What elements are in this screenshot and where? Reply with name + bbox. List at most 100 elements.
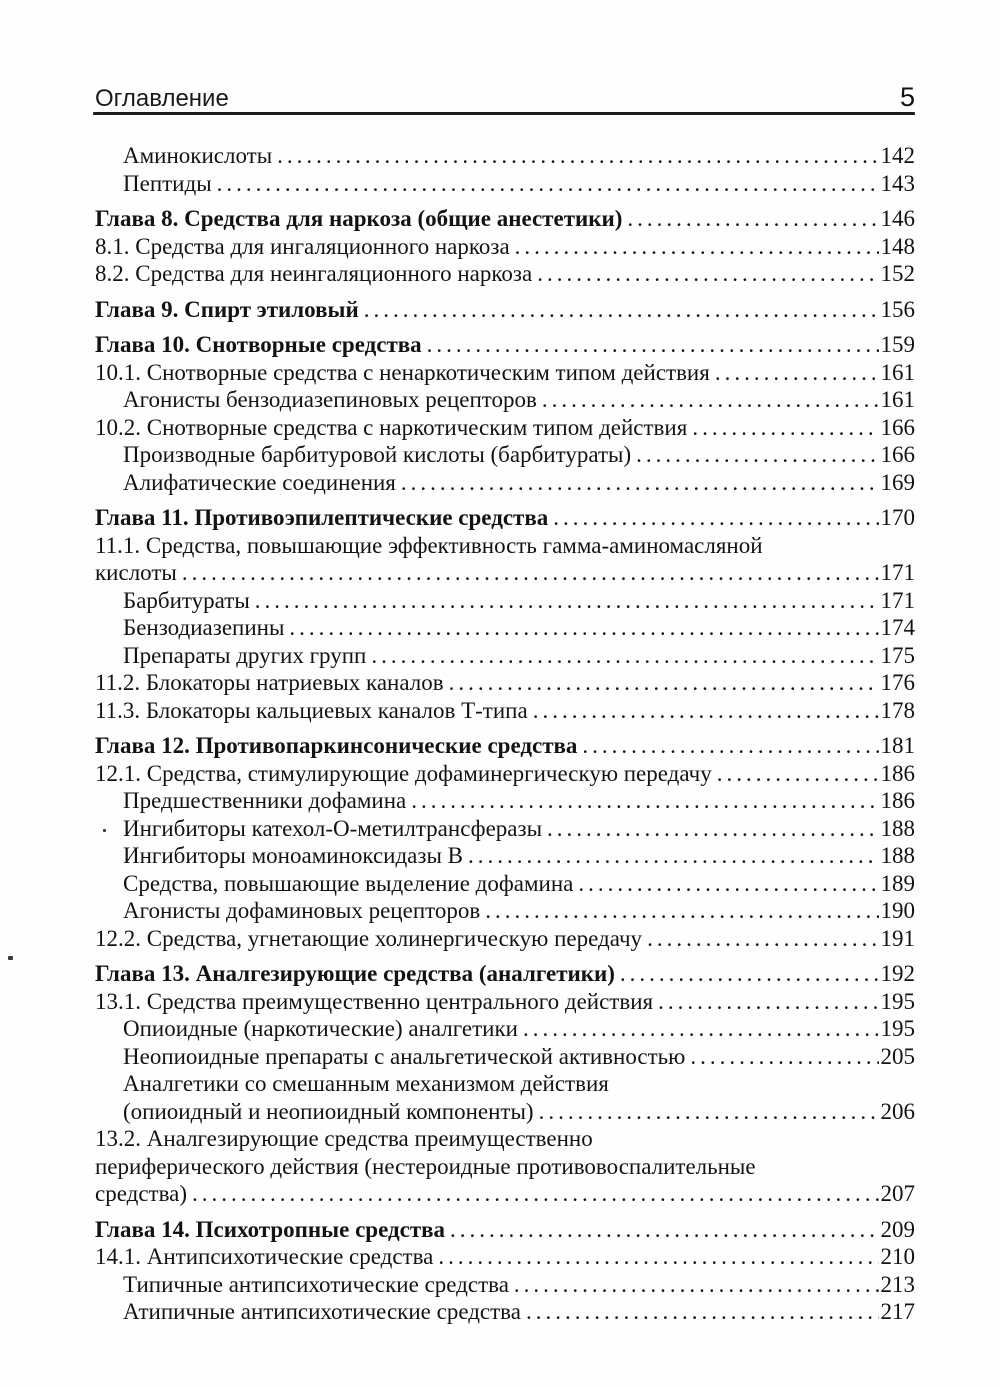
toc-entry-page-number: 166 [880, 442, 916, 467]
toc-entry-title: 8.1. Средства для ингаляционного наркоза [95, 233, 510, 259]
dot-leader [715, 359, 879, 387]
toc-entry-page-number: 178 [880, 697, 916, 723]
toc-entry-line: 11.2. Блокаторы натриевых каналов 176 [95, 669, 915, 697]
toc-entry-page-number: 174 [880, 615, 916, 640]
toc-entry-title: Глава 8. Средства для наркоза (общие ане… [95, 206, 623, 231]
toc-entry-title: Типичные антипсихотические средства [123, 1271, 509, 1297]
dot-leader [627, 205, 878, 233]
dot-leader [533, 697, 879, 725]
header-page-number: 5 [899, 82, 915, 112]
dot-leader [411, 787, 878, 815]
toc-entry-page-number: 143 [880, 170, 916, 196]
toc-entry-title: Производные барбитуровой кислоты (барбит… [123, 442, 632, 467]
toc-entry-line: 11.1. Средства, повышающие эффективность… [95, 532, 915, 560]
toc-entry-title: Глава 9. Спирт этиловый [95, 296, 359, 322]
dot-leader [192, 1180, 879, 1208]
toc-entry-line: Ингибиторы катехол-О-метилтрансферазы 188 [95, 815, 915, 843]
toc-entry-page-number: 191 [880, 925, 916, 951]
toc-entry-line: Средства, повышающие выделение дофамина 1… [95, 870, 915, 898]
toc-entry-title: Неопиоидные препараты с анальгетической … [123, 1043, 686, 1069]
toc-entry-page-number: 175 [880, 642, 916, 668]
toc-entry-title: 12.2. Средства, угнетающие холинергическ… [95, 925, 643, 951]
toc-entry-title: 13.1. Средства преимущественно центральн… [95, 988, 654, 1014]
toc-entry-title: Ингибиторы моноаминоксидазы В [123, 843, 464, 868]
toc-entry-line: 12.1. Средства, стимулирующие дофаминерг… [95, 760, 915, 788]
toc-entry-title: Атипичные антипсихотические средства [123, 1299, 521, 1324]
toc-entry-line: Агонисты дофаминовых рецепторов 190 [95, 897, 915, 925]
toc-entry-page-number: 206 [880, 1098, 916, 1124]
toc-entry-title: Барбитураты [123, 587, 250, 613]
page-header: Оглавление 5 [95, 82, 915, 113]
toc-entry-page-number: 166 [880, 414, 916, 440]
toc-entry-line: Опиоидные (наркотические) аналгетики 195 [95, 1015, 915, 1043]
scan-artifact-dot [8, 956, 13, 960]
toc-entry-line: Глава 12. Противопаркинсонические средст… [95, 732, 915, 760]
toc-entry-title: Глава 11. Противоэпилептические средства [95, 505, 549, 530]
toc-entry-title: 14.1. Антипсихотические средства [95, 1244, 434, 1269]
toc-entry-line: 13.1. Средства преимущественно центральн… [95, 988, 915, 1016]
toc-entry-page-number: 152 [880, 261, 916, 286]
toc-entry-page-number: 210 [880, 1244, 916, 1269]
toc-entry-line: Неопиоидные препараты с анальгетической … [95, 1043, 915, 1071]
toc-entry-page-number: 161 [880, 359, 916, 385]
toc-entry-title: 13.2. Аналгезирующие средства преимущест… [95, 1126, 593, 1151]
toc-entry-page-number: 169 [880, 469, 916, 495]
toc-entry-page-number: 217 [880, 1299, 916, 1324]
toc-entry-line: Атипичные антипсихотические средства 217 [95, 1298, 915, 1326]
toc-entry-title: Препараты других групп [123, 642, 367, 668]
toc-entry-page-number: 207 [880, 1181, 916, 1206]
dot-leader [526, 1298, 879, 1326]
toc-entry-line: Глава 11. Противоэпилептические средства… [95, 504, 915, 532]
toc-entry-title: 11.3. Блокаторы кальциевых каналов Т-тип… [95, 697, 528, 723]
dot-leader [514, 1271, 879, 1299]
toc-entry-page-number: 148 [880, 233, 916, 259]
toc-entry-line: Препараты других групп 175 [95, 642, 915, 670]
toc-entry-page-number: 192 [880, 961, 916, 986]
toc-entry-title: 12.1. Средства, стимулирующие дофаминерг… [95, 760, 712, 786]
dot-leader [537, 260, 878, 288]
dot-leader [547, 815, 878, 843]
toc-entry-line: Аналгетики со смешанным механизмом дейст… [95, 1070, 915, 1098]
dot-leader [427, 331, 879, 359]
toc-entry-page-number: 146 [880, 206, 916, 231]
toc-entry-line: Типичные антипсихотические средства 213 [95, 1271, 915, 1299]
toc-entry-title: Аминокислоты [123, 143, 273, 168]
toc-entry-title: Пептиды [123, 170, 212, 196]
dot-leader [582, 732, 878, 760]
toc-entry-title: периферического действия (нестероидные п… [95, 1153, 756, 1179]
toc-entry-page-number: 209 [880, 1216, 916, 1242]
toc-entry-title: 11.2. Блокаторы натриевых каналов [95, 670, 444, 695]
toc-entry-title: 10.2. Снотворные средства с наркотически… [95, 414, 688, 440]
toc-entry-page-number: 195 [880, 1016, 916, 1041]
dot-leader [515, 233, 879, 261]
toc-entry-title: 8.2. Средства для неингаляционного нарко… [95, 261, 533, 286]
dot-leader [523, 1015, 879, 1043]
toc-entry-line: Глава 13. Аналгезирующие средства (аналг… [95, 960, 915, 988]
toc-entry-title: Глава 12. Противопаркинсонические средст… [95, 733, 578, 758]
toc-entry-page-number: 156 [880, 296, 916, 322]
dot-leader [658, 988, 878, 1016]
toc-entry-line: Ингибиторы моноаминоксидазы В 188 [95, 842, 915, 870]
dot-leader [620, 960, 879, 988]
toc-entry-line: Пептиды 143 [95, 170, 915, 198]
toc-entry-line: Предшественники дофамина 186 [95, 787, 915, 815]
toc-entry-page-number: 161 [880, 387, 916, 412]
toc-entry-line: 8.2. Средства для неингаляционного нарко… [95, 260, 915, 288]
dot-leader [468, 842, 878, 870]
toc-entry-title: 10.1. Снотворные средства с ненаркотичес… [95, 359, 710, 385]
dot-leader [255, 587, 879, 615]
dot-leader [371, 642, 878, 670]
toc-entry-title: Агонисты дофаминовых рецепторов [123, 898, 481, 923]
toc-entry-line: Барбитураты 171 [95, 587, 915, 615]
toc-entry-page-number: 171 [880, 560, 916, 585]
toc-entry-title: Предшественники дофамина [123, 788, 407, 813]
dot-leader [692, 414, 878, 442]
toc-entry-line: Производные барбитуровой кислоты (барбит… [95, 441, 915, 469]
dot-leader [553, 504, 878, 532]
toc-entry-page-number: 188 [880, 843, 916, 868]
toc-entry-line: Глава 10. Снотворные средства 159 [95, 331, 915, 359]
toc-entry-page-number: 176 [880, 670, 916, 695]
toc-entry-page-number: 190 [880, 898, 916, 923]
toc-entry-title: средства) [95, 1181, 187, 1206]
toc-entry-line: 14.1. Антипсихотические средства 210 [95, 1243, 915, 1271]
